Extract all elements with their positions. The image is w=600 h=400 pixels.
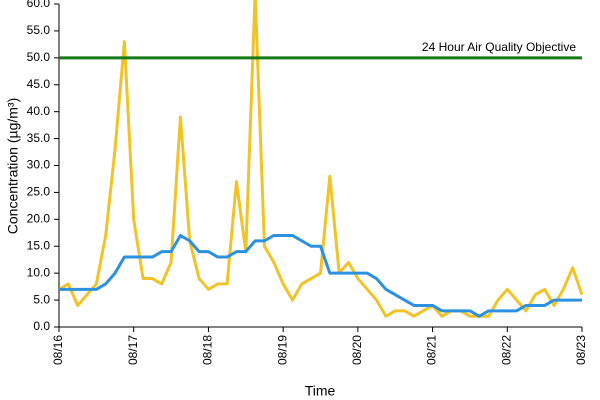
y-tick-label: 20.0 [27,212,51,226]
x-tick-label: 08/19 [275,335,289,365]
plot-area [59,0,584,318]
x-tick-label: 08/21 [425,335,439,365]
y-tick-label: 5.0 [33,292,50,306]
y-tick-label: 10.0 [27,265,51,279]
x-tick-label: 08/16 [51,335,65,365]
y-tick-label: 45.0 [27,77,51,91]
x-tick-label: 08/22 [499,335,513,365]
x-tick-label: 08/20 [350,335,364,365]
x-tick-label: 08/17 [126,335,140,365]
x-tick-label: 08/23 [574,335,588,365]
y-tick-label: 30.0 [27,158,51,172]
y-tick-label: 55.0 [27,23,51,37]
y-tick-label: 40.0 [27,104,51,118]
y-tick-label: 25.0 [27,185,51,199]
x-axis-label: Time [305,383,336,399]
y-tick-label: 60.0 [27,0,51,10]
data-line [59,233,582,318]
y-tick-label: 35.0 [27,131,51,145]
y-tick-label: 0.0 [33,319,50,333]
annotation-text: 24 Hour Air Quality Objective [422,40,576,54]
y-axis-label: Concentration (µg/m³) [5,98,21,234]
data-line [59,0,584,318]
x-tick-label: 08/18 [201,335,215,365]
y-tick-label: 15.0 [27,238,51,252]
y-tick-label: 50.0 [27,50,51,64]
